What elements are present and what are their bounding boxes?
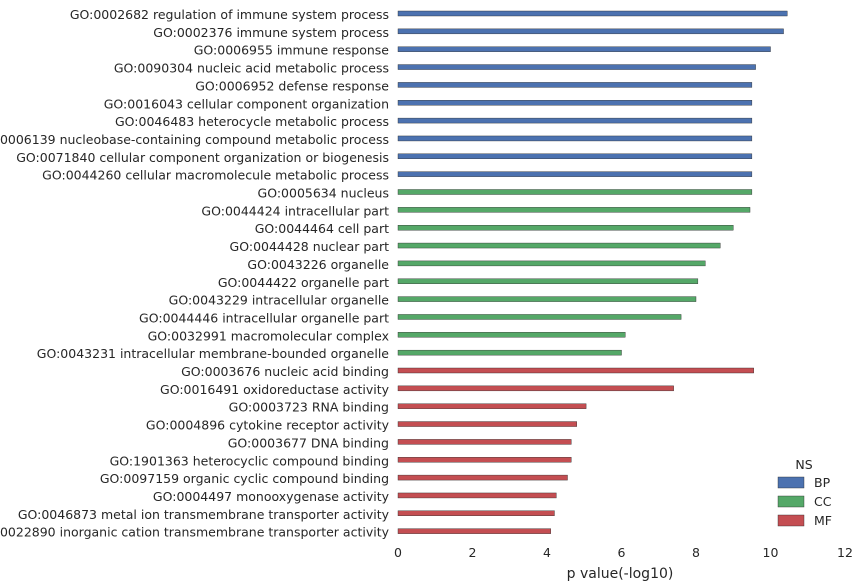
bar-cc xyxy=(397,242,721,249)
x-tick-label: 12 xyxy=(837,545,853,560)
category-label: GO:0046483 heterocycle metabolic process xyxy=(115,114,389,129)
x-tick-label: 4 xyxy=(543,545,551,560)
category-label: GO:0044446 intracellular organelle part xyxy=(139,310,389,325)
bar-mf xyxy=(397,528,551,534)
x-tick-label: 0 xyxy=(394,545,402,560)
category-label: GO:0044424 intracellular part xyxy=(201,203,389,218)
x-tick-label: 10 xyxy=(763,545,779,560)
category-label: GO:0043231 intracellular membrane-bounde… xyxy=(37,346,390,361)
category-label: GO:0004896 cytokine receptor activity xyxy=(146,418,390,433)
category-label: GO:0043226 organelle xyxy=(247,257,389,272)
category-label: GO:0046873 metal ion transmembrane trans… xyxy=(18,507,390,522)
bar-bp xyxy=(397,82,753,88)
category-label: GO:0044464 cell part xyxy=(255,221,389,236)
bar-mf xyxy=(397,367,754,374)
category-label: GO:0002682 regulation of immune system p… xyxy=(70,7,389,22)
bar-mf xyxy=(397,421,578,427)
bar-cc xyxy=(397,332,626,338)
bar-mf xyxy=(397,457,572,463)
category-label: GO:0016491 oxidoreductase activity xyxy=(160,382,390,397)
bar-cc xyxy=(397,207,751,213)
category-label: GO:0004497 monooxygenase activity xyxy=(153,489,390,504)
legend-label-bp: BP xyxy=(814,475,831,490)
category-label: GO:0016043 cellular component organizati… xyxy=(104,96,389,111)
legend-swatch-bp xyxy=(777,476,805,489)
bar-bp xyxy=(397,135,753,142)
bar-mf xyxy=(397,510,555,516)
bar-cc xyxy=(397,278,699,284)
legend-label-cc: CC xyxy=(814,494,832,509)
category-label: GO:0032991 macromolecular complex xyxy=(148,328,389,343)
category-label: GO:0006952 defense response xyxy=(195,78,389,93)
bar-cc xyxy=(397,349,622,356)
category-label: GO:0006955 immune response xyxy=(194,43,390,58)
x-tick-label: 8 xyxy=(692,545,700,560)
legend-title: NS xyxy=(795,457,812,472)
category-labels: GO:0002682 regulation of immune system p… xyxy=(0,7,390,540)
legend-label-mf: MF xyxy=(814,513,832,528)
bars-layer xyxy=(397,10,788,534)
category-label: GO:1901363 heterocyclic compound binding xyxy=(110,453,389,468)
bar-bp xyxy=(397,117,753,124)
legend: NS BP CC MF xyxy=(777,457,832,528)
category-label: GO:0003723 RNA binding xyxy=(229,400,389,415)
category-label: GO:0044422 organelle part xyxy=(218,275,389,290)
bar-cc xyxy=(397,224,734,231)
category-label: GO:0003676 nucleic acid binding xyxy=(181,364,389,379)
bar-cc xyxy=(397,296,697,302)
category-label: GO:0097159 organic cyclic compound bindi… xyxy=(100,471,389,486)
x-tick-label: 2 xyxy=(469,545,477,560)
category-label: GO:0005634 nucleus xyxy=(258,186,389,201)
legend-swatch-cc xyxy=(777,495,805,508)
bar-bp xyxy=(397,28,784,35)
legend-entries: BP CC MF xyxy=(777,475,832,528)
bar-bp xyxy=(397,171,753,177)
category-label: GO:0043229 intracellular organelle xyxy=(169,293,390,308)
bar-cc xyxy=(397,189,753,195)
bar-mf xyxy=(397,492,557,499)
x-tick-label: 6 xyxy=(618,545,626,560)
bar-mf xyxy=(397,474,568,481)
legend-swatch-mf xyxy=(777,514,805,527)
category-label: GO:0044428 nuclear part xyxy=(230,239,390,254)
bar-mf xyxy=(397,403,587,409)
category-label: GO:0006139 nucleobase-containing compoun… xyxy=(0,132,389,147)
category-label: GO:0044260 cellular macromolecule metabo… xyxy=(42,168,389,183)
bar-bp xyxy=(397,46,771,52)
bar-cc xyxy=(397,260,706,267)
x-axis-ticks: 0 2 4 6 8 10 12 xyxy=(394,545,853,560)
bar-bp xyxy=(397,153,753,160)
bar-bp xyxy=(397,64,756,70)
bar-mf xyxy=(397,385,674,392)
bar-bp xyxy=(397,100,753,106)
category-label: GO:0002376 immune system process xyxy=(153,25,389,40)
category-label: GO:0090304 nucleic acid metabolic proces… xyxy=(114,61,389,76)
bar-cc xyxy=(397,314,682,320)
category-label: GO:0071840 cellular component organizati… xyxy=(16,150,389,165)
category-label: GO:0003677 DNA binding xyxy=(228,435,389,450)
bar-mf xyxy=(397,439,572,445)
x-axis-title: p value(-log10) xyxy=(567,566,674,582)
category-label: GO:0022890 inorganic cation transmembran… xyxy=(0,525,390,540)
bar-bp xyxy=(397,10,788,17)
